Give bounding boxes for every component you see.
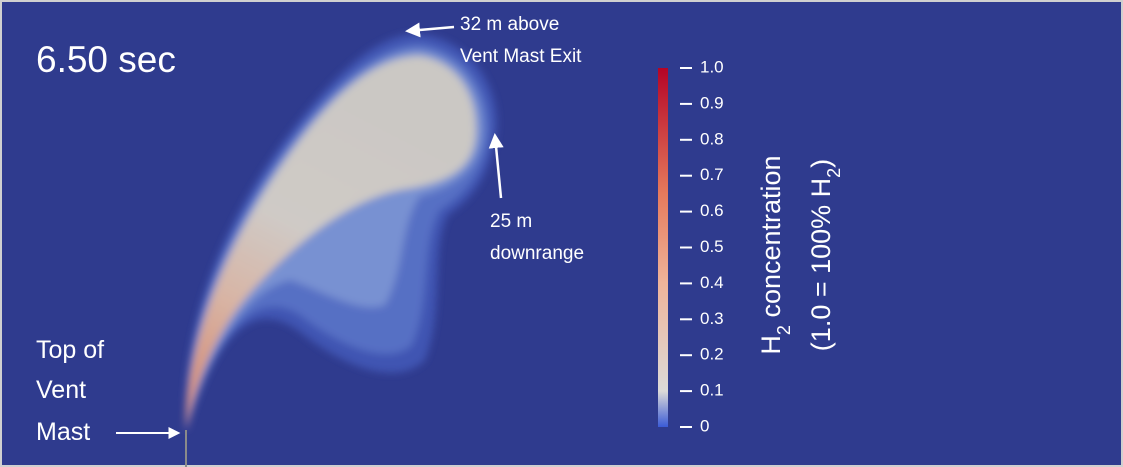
- tick-label: 0: [700, 416, 709, 435]
- tick-label: 1.0: [700, 57, 724, 76]
- tick-label: 0.9: [700, 93, 724, 112]
- colorbar-gradient: [658, 68, 668, 427]
- arrow: [405, 22, 455, 38]
- tick-label: 0.3: [700, 309, 724, 328]
- title-subscript: 2: [774, 325, 794, 335]
- colorbar: 1.0 0.9 0.8 0.7 0.6 0.5 0.4 0.3 0.2 0.1 0: [658, 57, 724, 435]
- tick-label: 0.1: [700, 381, 724, 400]
- title-part: concentration: [756, 155, 786, 325]
- arrow: [488, 133, 504, 199]
- annotation-line: 32 m above: [460, 14, 559, 35]
- apex-annotation: 32 m above Vent Mast Exit: [405, 14, 582, 67]
- tick-label: 0.4: [700, 273, 724, 292]
- tick-label: 0.6: [700, 201, 724, 220]
- vent-mast-annotation: Top of Vent Mast: [36, 336, 181, 446]
- timestamp: 6.50 sec: [36, 39, 176, 80]
- annotation-line: 25 m: [490, 211, 532, 232]
- title-part: H: [756, 335, 786, 355]
- title-subscript: 2: [824, 168, 844, 178]
- annotation-line: Top of: [36, 336, 104, 364]
- tick-label: 0.7: [700, 165, 724, 184]
- annotation-line: Mast: [36, 418, 90, 446]
- tick-label: 0.5: [700, 237, 724, 256]
- title-part: ): [806, 159, 836, 168]
- tick-label: 0.8: [700, 129, 724, 148]
- colorbar-title: H2 concentration: [756, 155, 794, 354]
- annotation-line: Vent Mast Exit: [460, 46, 582, 67]
- colorbar-subtitle: (1.0 = 100% H2): [806, 159, 844, 351]
- title-part: (1.0 = 100% H: [806, 178, 836, 351]
- tick-label: 0.2: [700, 345, 724, 364]
- annotation-line: downrange: [490, 243, 584, 264]
- downrange-annotation: 25 m downrange: [488, 133, 584, 264]
- annotation-line: Vent: [36, 376, 86, 404]
- plume: [185, 33, 497, 432]
